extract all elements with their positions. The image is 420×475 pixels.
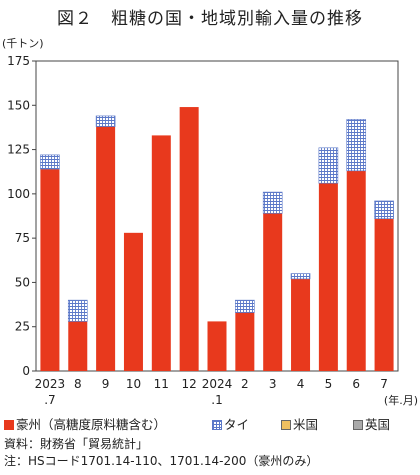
bar-segment-series-0 <box>318 183 338 371</box>
legend-swatch <box>212 419 222 430</box>
bar-segment-series-0 <box>123 232 143 371</box>
x-tick-label: 9 <box>102 377 110 391</box>
legend-swatch <box>281 419 291 430</box>
y-tick-label: 175 <box>7 54 30 68</box>
bar-segment-series-0 <box>374 218 394 371</box>
bar-segment-series-0 <box>96 126 116 372</box>
y-tick-label: 50 <box>15 275 30 289</box>
x-tick-label: 2024 <box>202 377 233 391</box>
bar-segment-series-0 <box>68 321 88 371</box>
bar-segment-series-0 <box>207 321 227 371</box>
x-tick-label: 8 <box>74 377 82 391</box>
chart-legend: 豪州（高糖度原料糖含む） タイ 米国 英国 <box>4 414 420 432</box>
x-tick-sublabel: .7 <box>44 393 55 407</box>
legend-swatch <box>353 419 363 430</box>
y-tick-label: 150 <box>7 98 30 112</box>
bar-segment-series-1 <box>67 299 88 322</box>
legend-item-1: タイ <box>212 414 249 433</box>
y-tick-label: 75 <box>15 231 30 245</box>
x-tick-sublabel: .1 <box>211 393 222 407</box>
bar-segment-series-1 <box>374 200 394 219</box>
bar-segment-series-1 <box>262 191 283 214</box>
y-axis-unit-label: (千トン) <box>2 37 44 50</box>
chart-title: 図２ 粗糖の国・地域別輸入量の推移 <box>57 9 363 29</box>
x-tick-label: 2023 <box>35 377 66 391</box>
legend-label: 米国 <box>293 417 319 432</box>
bar-segment-series-1 <box>235 299 255 313</box>
source-note: 資料：財務省「貿易統計」 <box>4 437 149 451</box>
bar-segment-series-1 <box>346 119 367 172</box>
legend-item-0: 豪州（高糖度原料糖含む） <box>4 414 166 433</box>
bar-segment-series-0 <box>235 312 255 371</box>
x-axis-unit-label: (年.月) <box>384 393 418 407</box>
y-tick-label: 100 <box>7 187 30 201</box>
x-tick-label: 10 <box>126 377 141 391</box>
x-tick-label: 7 <box>380 377 388 391</box>
bar-segment-series-1 <box>318 147 339 184</box>
x-tick-label: 4 <box>297 377 305 391</box>
x-tick-label: 12 <box>182 377 197 391</box>
legend-label: 英国 <box>365 417 391 432</box>
bar-segment-series-0 <box>346 170 366 371</box>
x-tick-label: 3 <box>269 377 277 391</box>
y-tick-label: 125 <box>7 143 30 157</box>
bar-segment-series-1 <box>95 115 116 127</box>
x-tick-label: 6 <box>352 377 360 391</box>
bar-segment-series-0 <box>179 107 199 372</box>
bar-segment-series-0 <box>291 278 311 371</box>
y-tick-label: 0 <box>22 364 30 378</box>
bar-segment-series-0 <box>151 135 171 371</box>
x-tick-label: 11 <box>154 377 169 391</box>
chart-notes: 資料：財務省「貿易統計」 注：HSコード1701.14-110、1701.14-… <box>4 436 318 470</box>
bar-segment-series-1 <box>290 273 311 280</box>
legend-label: タイ <box>224 417 250 432</box>
hs-code-note: 注：HSコード1701.14-110、1701.14-200（豪州のみ） <box>4 454 319 468</box>
legend-item-2: 米国 <box>281 414 318 433</box>
legend-label: 豪州（高糖度原料糖含む） <box>16 417 167 432</box>
bar-segment-series-1 <box>40 154 60 170</box>
bar-segment-series-0 <box>263 213 283 371</box>
bar-segment-series-0 <box>40 169 60 371</box>
legend-swatch <box>4 419 14 430</box>
x-tick-label: 5 <box>325 377 333 391</box>
legend-item-3: 英国 <box>353 414 390 433</box>
x-tick-label: 2 <box>241 377 249 391</box>
y-tick-label: 25 <box>15 320 30 334</box>
